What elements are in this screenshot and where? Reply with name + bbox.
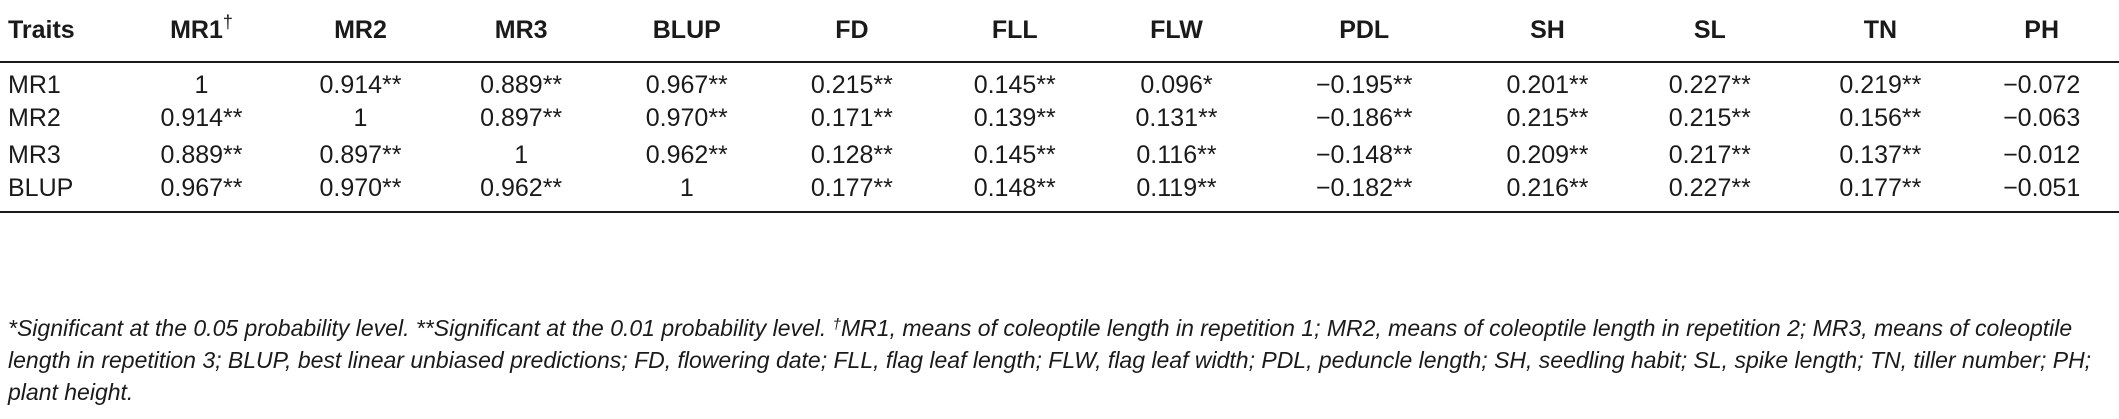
table-cell: 0.962** (645, 141, 728, 169)
table-cell: 0.227** (1668, 71, 1751, 99)
footnote-dagger: † (832, 316, 842, 333)
table-cell: −0.148** (1315, 141, 1413, 169)
table-cell: 0.215** (1668, 104, 1751, 132)
header-fll: FLL (933, 0, 1097, 63)
table-cell: −0.051 (1964, 174, 2119, 213)
header-ph: PH (1964, 0, 2119, 63)
footnote-significance: *Significant at the 0.05 probability lev… (8, 315, 833, 341)
table-cell: 0.914** (160, 104, 243, 132)
table-cell: 0.219** (1839, 71, 1922, 99)
table-cell: 0.227** (1623, 174, 1797, 213)
table-row: MR2 0.914** 1 0.897** 0.970** 0.171** 0.… (0, 100, 2119, 137)
correlation-table: Traits MR1† MR2 MR3 BLUP FD FLL FLW PDL … (0, 0, 2119, 213)
table-cell: −0.012 (2003, 141, 2081, 169)
table-cell: 0.889** (480, 71, 563, 99)
table-cell: 0.139** (973, 104, 1056, 132)
header-mr1-dagger: † (222, 12, 233, 32)
header-mr1: MR1† (121, 0, 282, 63)
header-flw: FLW (1096, 0, 1257, 63)
table-cell: 1 (353, 104, 368, 132)
header-mr1-label: MR1 (170, 16, 223, 44)
footnote-abbreviations: MR1, means of coleoptile length in repet… (8, 315, 2092, 405)
table-cell: 1 (602, 174, 771, 213)
table-cell: 0.216** (1471, 174, 1624, 213)
table-cell: 0.096* (1140, 71, 1213, 99)
table-cell: 0.962** (439, 174, 603, 213)
row-label: MR2 (8, 104, 61, 132)
table-cell: −0.063 (2003, 104, 2081, 132)
table-cell: 0.897** (480, 104, 563, 132)
row-label: MR3 (8, 141, 61, 169)
table-header: Traits MR1† MR2 MR3 BLUP FD FLL FLW PDL … (0, 0, 2119, 63)
header-sh: SH (1471, 0, 1624, 63)
table-cell: 0.217** (1668, 141, 1751, 169)
table-cell: −0.195** (1315, 71, 1413, 99)
row-label: BLUP (0, 174, 122, 213)
table-cell: 0.156** (1839, 104, 1922, 132)
row-label: MR1 (8, 71, 61, 99)
table-cell: 0.889** (160, 141, 243, 169)
table-cell: 0.145** (973, 141, 1056, 169)
table-cell: 1 (514, 141, 529, 169)
table-cell: 0.177** (1796, 174, 1965, 213)
table-cell: 0.131** (1135, 104, 1218, 132)
header-tn: TN (1796, 0, 1965, 63)
header-mr2: MR2 (281, 0, 440, 63)
table-cell: 0.209** (1506, 141, 1589, 169)
table-body: MR1 1 0.914** 0.889** 0.967** 0.215** 0.… (0, 62, 2119, 213)
table-cell: −0.182** (1256, 174, 1472, 213)
header-blup: BLUP (602, 0, 771, 63)
table-cell: 0.145** (973, 71, 1056, 99)
table-cell: 0.148** (933, 174, 1097, 213)
table-cell: 0.914** (319, 71, 402, 99)
table-footnote: *Significant at the 0.05 probability lev… (8, 312, 2108, 408)
table-cell: 0.215** (810, 71, 893, 99)
table-cell: 0.177** (770, 174, 934, 213)
header-fd: FD (770, 0, 934, 63)
table-cell: 0.897** (319, 141, 402, 169)
table-row: MR3 0.889** 0.897** 1 0.962** 0.128** 0.… (0, 137, 2119, 174)
header-mr3: MR3 (439, 0, 603, 63)
header-traits: Traits (0, 0, 122, 63)
table-cell: 0.967** (645, 71, 728, 99)
table-cell: 0.970** (645, 104, 728, 132)
table-cell: 0.171** (810, 104, 893, 132)
correlation-table-container: Traits MR1† MR2 MR3 BLUP FD FLL FLW PDL … (0, 0, 2119, 213)
table-cell: −0.072 (2003, 71, 2081, 99)
table-cell: 0.970** (281, 174, 440, 213)
table-cell: 0.137** (1839, 141, 1922, 169)
table-cell: 0.215** (1506, 104, 1589, 132)
header-sl: SL (1623, 0, 1797, 63)
table-cell: −0.186** (1315, 104, 1413, 132)
table-cell: 0.119** (1096, 174, 1257, 213)
table-cell: 1 (194, 71, 209, 99)
table-cell: 0.967** (121, 174, 282, 213)
header-row: Traits MR1† MR2 MR3 BLUP FD FLL FLW PDL … (0, 0, 2119, 63)
table-cell: 0.116** (1136, 141, 1217, 169)
table-row: MR1 1 0.914** 0.889** 0.967** 0.215** 0.… (0, 62, 2119, 100)
table-cell: 0.201** (1506, 71, 1589, 99)
header-pdl: PDL (1256, 0, 1472, 63)
table-row: BLUP 0.967** 0.970** 0.962** 1 0.177** 0… (0, 174, 2119, 213)
table-cell: 0.128** (810, 141, 893, 169)
